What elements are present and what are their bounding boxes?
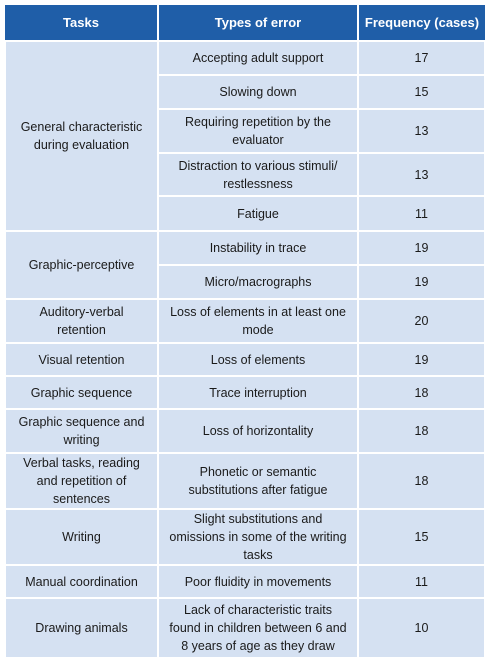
table-row: Graphic sequence Trace interruption 18 xyxy=(4,375,486,410)
table-row: Visual retention Loss of elements 19 xyxy=(4,342,486,377)
table-row: Writing Slight substitutions and omissio… xyxy=(4,508,486,566)
table-row: Fatigue 11 xyxy=(5,195,486,232)
error-type-cell: Loss of elements in at least one mode xyxy=(157,298,359,344)
task-cell: Verbal tasks, reading and repetition of … xyxy=(4,452,159,510)
error-type-cell: Requiring repetition by the evaluator xyxy=(157,108,359,154)
task-cell: Writing xyxy=(4,508,159,566)
frequency-cell: 20 xyxy=(357,298,486,344)
task-cell: Graphic sequence and writing xyxy=(4,408,159,454)
table-row: Distraction to various stimuli/ restless… xyxy=(5,152,486,197)
table-row: General characteristic during evaluation… xyxy=(4,40,486,232)
frequency-cell: 17 xyxy=(357,40,486,76)
table-row: Requiring repetition by the evaluator 13 xyxy=(5,108,486,154)
table-row: Slowing down 15 xyxy=(5,74,486,110)
frequency-cell: 19 xyxy=(357,264,486,300)
error-frequency-table: Tasks Types of error Frequency (cases) G… xyxy=(4,5,486,659)
table-row: Drawing animals Lack of characteristic t… xyxy=(4,597,486,659)
header-tasks: Tasks xyxy=(5,5,159,41)
error-type-cell: Phonetic or semantic substitutions after… xyxy=(157,452,359,510)
task-cell: General characteristic during evaluation xyxy=(4,40,159,232)
task-cell: Visual retention xyxy=(4,342,159,377)
error-type-cell: Distraction to various stimuli/ restless… xyxy=(157,152,359,197)
task-cell: Graphic sequence xyxy=(4,375,159,410)
frequency-cell: 11 xyxy=(357,195,486,232)
table-row: Auditory-verbal retention Loss of elemen… xyxy=(4,298,486,344)
header-types-of-error: Types of error xyxy=(158,5,359,41)
task-cell: Manual coordination xyxy=(4,564,159,599)
error-type-cell: Trace interruption xyxy=(157,375,359,410)
frequency-cell: 15 xyxy=(357,74,486,110)
header-frequency: Frequency (cases) xyxy=(358,5,485,41)
frequency-cell: 13 xyxy=(357,108,486,154)
table-row: Manual coordination Poor fluidity in mov… xyxy=(4,564,486,599)
error-type-cell: Fatigue xyxy=(157,195,359,232)
error-type-cell: Loss of elements xyxy=(157,342,359,377)
error-type-cell: Slowing down xyxy=(157,74,359,110)
error-type-cell: Poor fluidity in movements xyxy=(157,564,359,599)
table-row: Graphic-perceptive Instability in trace … xyxy=(4,230,486,300)
error-type-cell: Accepting adult support xyxy=(157,40,359,76)
table-row: Verbal tasks, reading and repetition of … xyxy=(4,452,486,510)
error-type-cell: Micro/macrographs xyxy=(157,264,359,300)
frequency-cell: 19 xyxy=(357,342,486,377)
error-type-cell: Instability in trace xyxy=(157,230,359,266)
frequency-cell: 10 xyxy=(357,597,486,659)
frequency-cell: 13 xyxy=(357,152,486,197)
task-cell: Drawing animals xyxy=(4,597,159,659)
task-cell: Auditory-verbal retention xyxy=(4,298,159,344)
error-type-cell: Lack of characteristic traits found in c… xyxy=(157,597,359,659)
table-row: Graphic sequence and writing Loss of hor… xyxy=(4,408,486,454)
frequency-cell: 11 xyxy=(357,564,486,599)
error-type-cell: Slight substitutions and omissions in so… xyxy=(157,508,359,566)
frequency-cell: 18 xyxy=(357,452,486,510)
task-cell: Graphic-perceptive xyxy=(4,230,159,300)
frequency-cell: 18 xyxy=(357,375,486,410)
table-header: Tasks Types of error Frequency (cases) xyxy=(5,5,485,41)
error-type-cell: Loss of horizontality xyxy=(157,408,359,454)
header-row: Tasks Types of error Frequency (cases) xyxy=(5,5,485,41)
frequency-cell: 15 xyxy=(357,508,486,566)
table-body: General characteristic during evaluation… xyxy=(4,40,486,659)
frequency-cell: 18 xyxy=(357,408,486,454)
frequency-cell: 19 xyxy=(357,230,486,266)
table-row: Micro/macrographs 19 xyxy=(5,264,486,300)
